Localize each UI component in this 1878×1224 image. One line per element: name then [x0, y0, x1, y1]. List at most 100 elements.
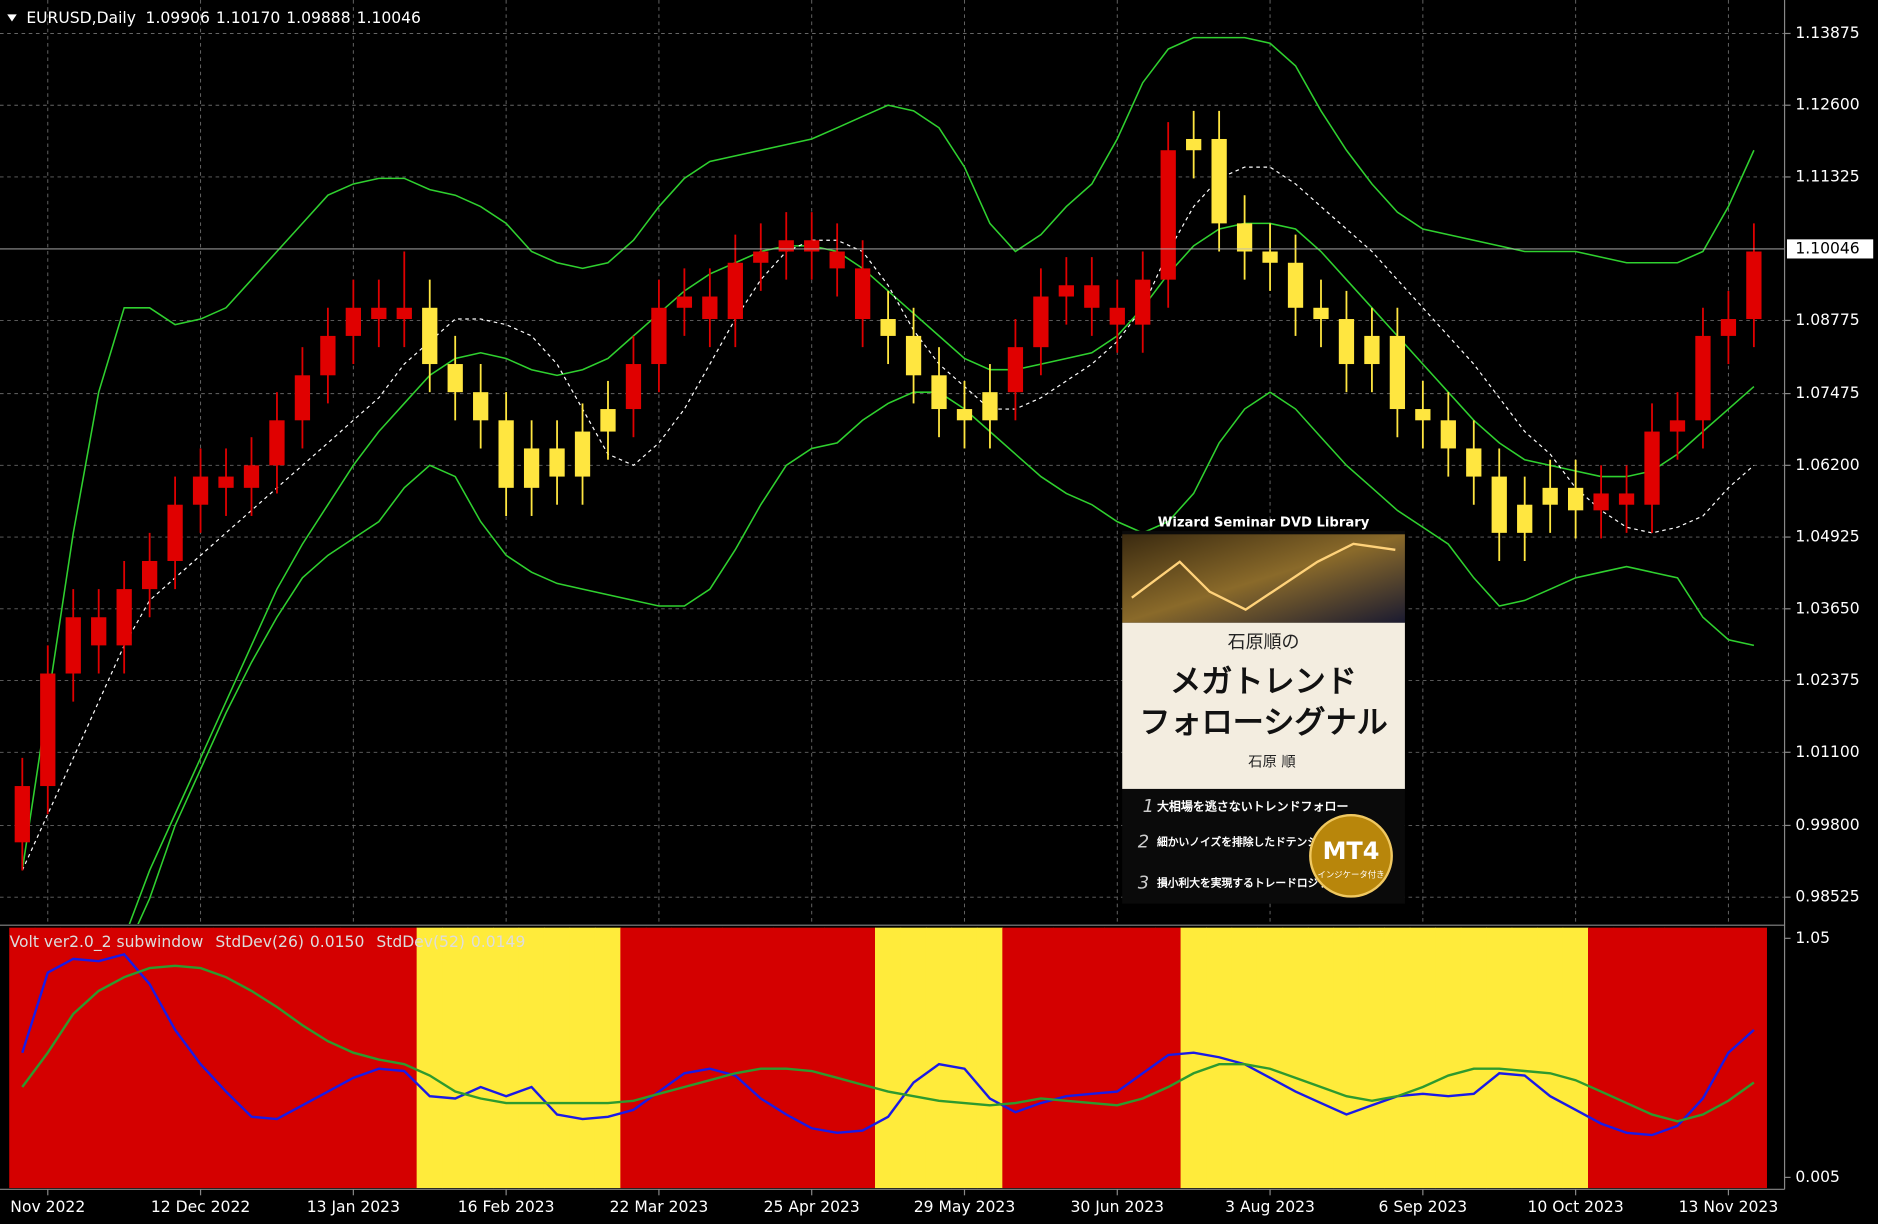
y-tick-label: 1.05 — [1795, 929, 1830, 947]
candle-body — [167, 504, 183, 561]
trend-region — [1664, 927, 1691, 1189]
candle-body — [1389, 335, 1406, 410]
current-price-label: 1.10046 — [1795, 239, 1859, 257]
candle-body — [1262, 251, 1278, 263]
candle-body — [1236, 223, 1253, 252]
trend-region — [1307, 927, 1335, 1189]
trend-region — [212, 927, 240, 1189]
trend-region — [60, 927, 87, 1189]
candle-body — [14, 786, 30, 843]
candle-body — [1720, 319, 1737, 336]
band-line — [21, 36, 1755, 871]
trend-region — [1129, 927, 1156, 1189]
candle-body — [727, 262, 743, 320]
trend-region — [1511, 927, 1538, 1189]
candle-body — [1644, 431, 1660, 505]
candle-body — [1287, 262, 1304, 308]
y-tick-label: 0.005 — [1795, 1168, 1840, 1186]
candle-body — [269, 420, 285, 466]
trend-region — [875, 927, 902, 1189]
trend-region — [1588, 927, 1615, 1189]
candle-body — [1517, 504, 1533, 533]
candle-body — [141, 560, 158, 590]
y-tick-label: 1.11325 — [1795, 167, 1859, 185]
candle-body — [702, 296, 718, 320]
trend-region — [340, 927, 367, 1189]
trend-region — [951, 927, 978, 1189]
candle-body — [1491, 476, 1507, 533]
trend-region — [1384, 927, 1411, 1189]
candle-body — [1440, 420, 1456, 449]
candle-body — [1593, 493, 1609, 511]
x-tick-label: 22 Mar 2023 — [610, 1198, 709, 1216]
trend-region — [85, 927, 112, 1189]
advert-num: 2 — [1138, 832, 1149, 853]
candle-body — [243, 465, 260, 488]
candle-body — [905, 335, 922, 376]
candle-body — [753, 251, 769, 263]
trend-region — [620, 927, 647, 1189]
trend-region — [1027, 927, 1054, 1189]
trend-region — [696, 927, 723, 1189]
trend-region — [976, 927, 1004, 1189]
trend-region — [849, 927, 876, 1189]
trend-region — [416, 927, 443, 1189]
y-tick-label: 1.06200 — [1795, 456, 1859, 474]
y-tick-label: 1.01100 — [1795, 743, 1859, 761]
candle-body — [320, 335, 336, 376]
trend-region — [1256, 927, 1284, 1189]
candle-body — [1415, 409, 1431, 421]
advert-title: フォローシグナル — [1139, 705, 1387, 741]
x-tick-label: 29 May 2023 — [914, 1198, 1015, 1216]
x-tick-label: 13 Nov 2023 — [1679, 1198, 1779, 1216]
trend-region — [1537, 927, 1564, 1189]
candle-body — [956, 409, 973, 421]
trend-region — [1689, 927, 1717, 1189]
trend-region — [1002, 927, 1029, 1189]
candle-body — [1135, 279, 1151, 325]
candle-body — [1695, 335, 1711, 421]
trend-region — [645, 927, 673, 1189]
trend-region — [1231, 927, 1258, 1189]
candle-body — [192, 476, 209, 505]
trend-region — [1155, 927, 1182, 1189]
y-tick-label: 0.98525 — [1795, 888, 1859, 906]
candle-body — [1007, 347, 1024, 393]
y-tick-label: 1.12600 — [1795, 96, 1859, 114]
trend-region — [798, 927, 825, 1189]
candle-body — [804, 240, 820, 252]
advert-point: 大相場を逃さないトレンドフォロー — [1157, 798, 1348, 813]
trend-region — [162, 927, 189, 1189]
trend-region — [1409, 927, 1436, 1189]
trend-region — [1358, 927, 1386, 1189]
trend-region — [1104, 927, 1131, 1189]
candle-body — [1746, 251, 1762, 320]
advert-series: Wizard Seminar DVD Library — [1158, 515, 1370, 530]
candle-body — [1567, 487, 1584, 511]
band-line — [137, 391, 1755, 924]
collapse-icon[interactable] — [7, 14, 17, 22]
trend-region — [1460, 927, 1487, 1189]
x-tick-label: 12 Dec 2022 — [151, 1198, 250, 1216]
symbol: EURUSD,Daily 1.09906 1.10170 1.09888 1.10046 — [26, 8, 421, 26]
y-tick-label: 1.03650 — [1795, 599, 1859, 617]
candle-body — [40, 673, 56, 787]
trend-region — [238, 927, 265, 1189]
current-price-box — [1786, 239, 1874, 259]
advert-point: 損小利大を実現するトレードロジック — [1157, 876, 1340, 889]
trend-region — [111, 927, 138, 1189]
candle-body — [1542, 487, 1558, 505]
candle-body — [1033, 296, 1049, 348]
trend-region — [391, 927, 418, 1189]
candle-body — [1058, 285, 1074, 297]
x-tick-label: 25 Apr 2023 — [764, 1198, 860, 1216]
trend-region — [773, 927, 800, 1189]
candle-body — [625, 364, 642, 410]
candle-body — [1364, 335, 1380, 365]
candle-body — [422, 307, 438, 365]
trend-region — [1613, 927, 1640, 1189]
candle-body — [1618, 493, 1635, 505]
trend-region — [493, 927, 520, 1189]
advert-title: メガトレンド — [1170, 664, 1357, 700]
